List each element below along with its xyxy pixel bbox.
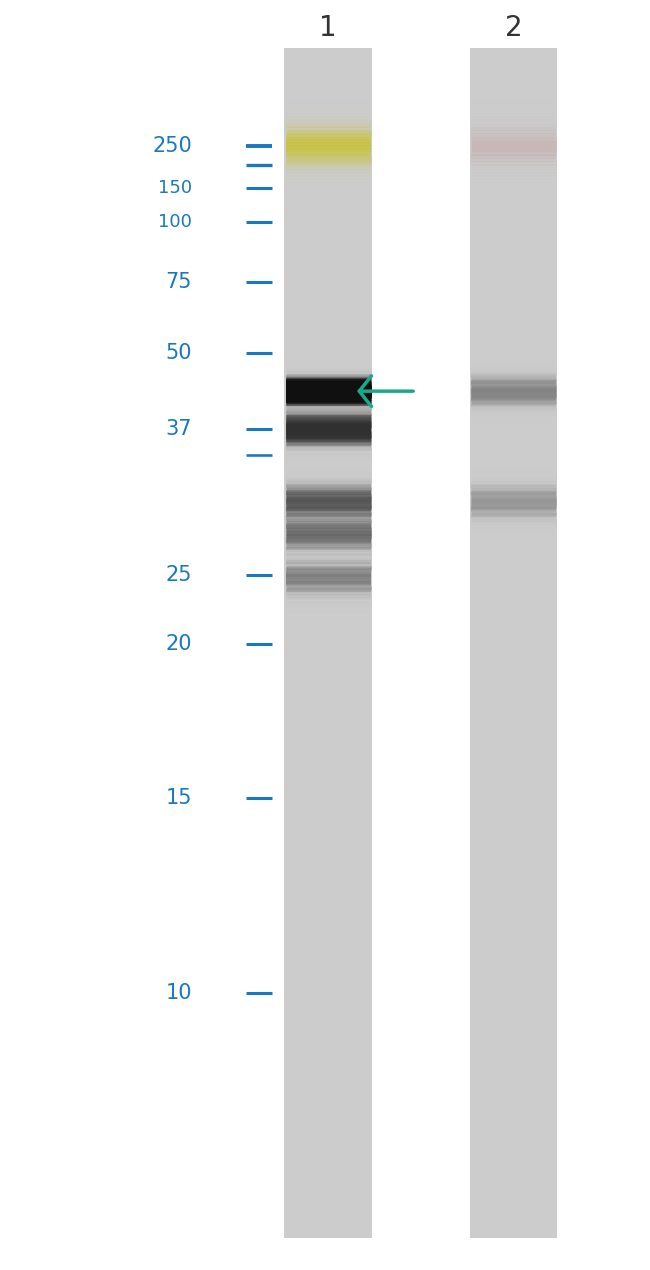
Text: 25: 25 <box>165 565 192 585</box>
Text: 15: 15 <box>165 787 192 808</box>
Text: 250: 250 <box>152 136 192 156</box>
Text: 10: 10 <box>165 983 192 1003</box>
Bar <box>285 48 372 1238</box>
Text: 150: 150 <box>157 179 192 197</box>
Text: 75: 75 <box>165 272 192 292</box>
Text: 2: 2 <box>504 14 523 42</box>
Text: 37: 37 <box>165 419 192 439</box>
Text: 100: 100 <box>158 213 192 231</box>
Text: 50: 50 <box>165 343 192 363</box>
Text: 1: 1 <box>319 14 337 42</box>
Bar <box>469 48 558 1238</box>
Text: 20: 20 <box>165 634 192 654</box>
